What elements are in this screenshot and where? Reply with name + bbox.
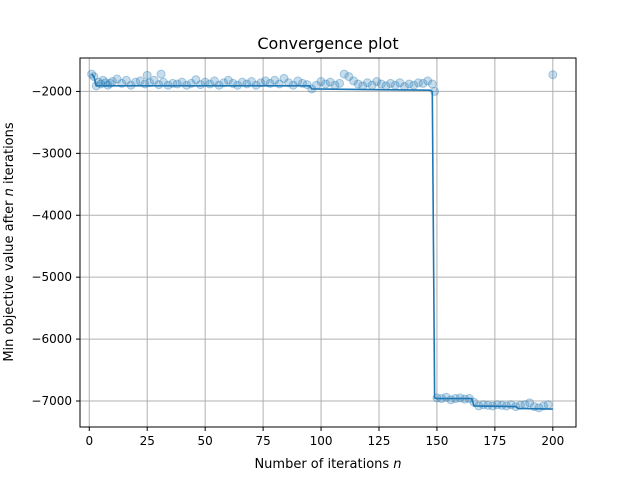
observation-point-35: [219, 78, 229, 88]
observation-point-96: [497, 400, 507, 410]
observation-point-57: [321, 79, 331, 89]
series-layer: [87, 69, 558, 413]
observation-point-51: [293, 76, 303, 86]
y-axis-label: Min objective value after n iterations: [2, 122, 17, 362]
x-tick-label-3: 75: [255, 434, 270, 448]
observation-point-78: [418, 78, 428, 88]
observation-point-56: [316, 77, 326, 87]
x-tick-label-1: 25: [140, 434, 155, 448]
x-axis-label-text: Number of iterations: [254, 457, 393, 472]
x-axis-label-var: n: [393, 457, 401, 472]
observation-point-10: [112, 74, 122, 84]
y-tick-label-2: −4000: [31, 208, 72, 222]
observation-point-49: [284, 78, 294, 88]
observation-point-73: [395, 78, 405, 88]
observation-point-62: [344, 72, 354, 82]
observation-point-17: [142, 70, 152, 80]
x-tick-label-6: 150: [425, 434, 448, 448]
observation-point-61: [339, 69, 349, 79]
observation-point-43: [256, 78, 266, 88]
observation-point-102: [525, 398, 535, 408]
y-axis-label-text: Min objective value after: [2, 196, 17, 361]
grid-layer: [80, 58, 576, 427]
observation-point-104: [534, 403, 544, 413]
y-tick-label-0: −2000: [31, 84, 72, 98]
observation-point-29: [191, 75, 201, 85]
min-objective-line: [91, 73, 553, 410]
y-tick-label-5: −7000: [31, 394, 72, 408]
x-tick-label-4: 100: [310, 434, 333, 448]
observation-point-71: [386, 78, 396, 88]
observation-point-36: [223, 75, 233, 85]
observation-point-63: [348, 76, 358, 86]
x-tick-label-0: 0: [85, 434, 93, 448]
observation-point-100: [515, 400, 525, 410]
x-tick-label-2: 50: [198, 434, 213, 448]
y-tick-label-4: −6000: [31, 332, 72, 346]
axis-layer: 0 25 50 75 100 125 150 175 200 −2000 −3000 −4000 −50…: [31, 57, 577, 448]
observation-point-5: [98, 75, 108, 85]
x-tick-label-8: 200: [541, 434, 564, 448]
y-tick-label-3: −5000: [31, 270, 72, 284]
observation-point-60: [335, 78, 345, 88]
observation-point-58: [325, 77, 335, 87]
observation-point-46: [270, 75, 280, 85]
observation-point-66: [362, 78, 372, 88]
x-axis-label: Number of iterations n: [254, 457, 401, 472]
observation-point-77: [413, 78, 423, 88]
observation-point-48: [279, 73, 289, 83]
observation-point-68: [372, 77, 382, 87]
observation-point-18: [145, 78, 155, 88]
observation-point-107: [548, 70, 558, 80]
observation-point-33: [209, 76, 219, 86]
x-tick-label-5: 125: [368, 434, 391, 448]
observation-point-21: [156, 69, 166, 79]
observation-point-79: [423, 76, 433, 86]
observation-point-19: [149, 75, 159, 85]
observation-point-15: [135, 76, 145, 86]
observation-point-44: [260, 76, 270, 86]
observation-point-12: [121, 75, 131, 85]
observation-point-106: [543, 400, 553, 410]
observation-point-80: [427, 79, 437, 89]
chart-title: Convergence plot: [257, 34, 398, 53]
observation-point-75: [404, 79, 414, 89]
observation-point-105: [539, 401, 549, 411]
y-axis-label-suffix: iterations: [2, 122, 17, 188]
y-tick-label-1: −3000: [31, 146, 72, 160]
observation-point-64: [353, 79, 363, 89]
observation-point-69: [376, 79, 386, 89]
x-tick-label-7: 175: [483, 434, 506, 448]
y-axis-label-var: n: [2, 188, 17, 196]
observation-point-6: [100, 78, 110, 88]
plot-frame: [79, 57, 577, 428]
